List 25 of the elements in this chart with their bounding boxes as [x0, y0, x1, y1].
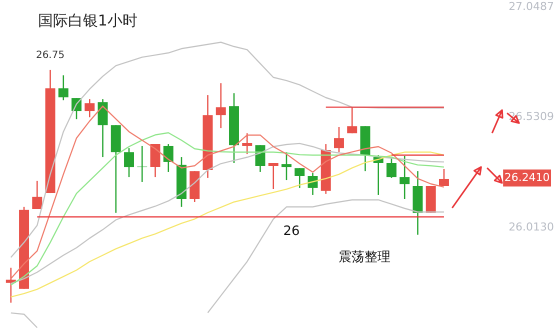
annotation: 震荡整理: [338, 250, 390, 265]
candlestick: [400, 155, 410, 200]
candlestick: [137, 145, 148, 183]
candlestick: [347, 106, 358, 134]
text: 国际白银1小时: [38, 11, 138, 30]
annotation: 26.75: [36, 50, 65, 61]
candlestick: [242, 132, 252, 155]
candlestick: [124, 147, 134, 178]
candlestick: [268, 162, 278, 190]
candlestick: [84, 98, 95, 118]
candlestick: [58, 74, 68, 101]
candlestick: [32, 180, 42, 210]
candlestick: [386, 157, 396, 179]
y-tick-label: 26.0130: [508, 220, 554, 234]
candlestick: [216, 82, 226, 129]
candlestick: [334, 126, 344, 153]
candlestick: [163, 143, 174, 173]
candlestick: [98, 98, 108, 158]
candlestick: [294, 167, 305, 189]
candlestick: [438, 168, 449, 187]
candlestick: [6, 267, 16, 304]
text: 26.2410: [504, 170, 550, 184]
y-tick-label: 27.0487: [508, 0, 554, 13]
annotation: 26: [283, 224, 300, 239]
candlestick: [282, 151, 292, 181]
